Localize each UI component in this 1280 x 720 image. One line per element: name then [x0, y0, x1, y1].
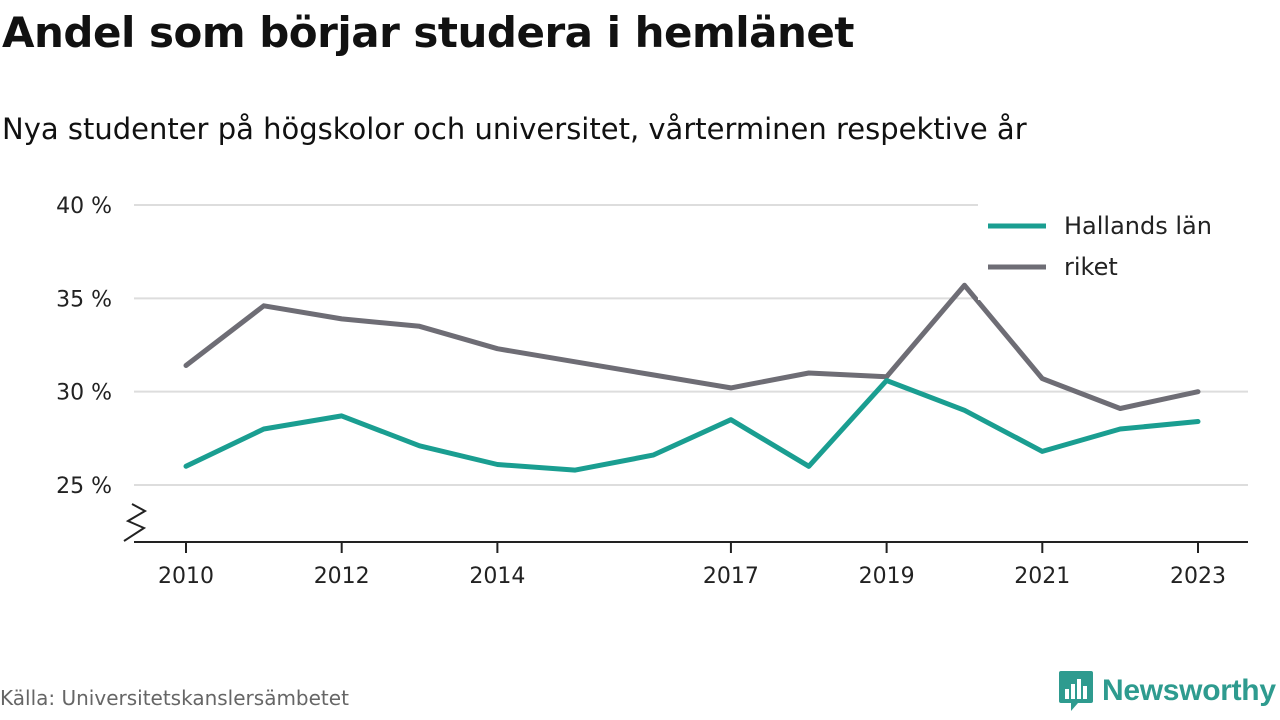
y-tick-label: 40 % — [56, 194, 112, 219]
series-lines — [183, 282, 1201, 473]
x-tick-label: 2019 — [859, 564, 915, 589]
legend-label: riket — [1064, 253, 1118, 281]
x-tick-label: 2017 — [703, 564, 759, 589]
source-note: Källa: Universitetskanslersämbetet — [0, 686, 349, 710]
legend-background — [978, 204, 1248, 300]
chart-title: Andel som börjar studera i hemlänet — [2, 8, 855, 57]
brand-name: Newsworthy — [1102, 674, 1276, 707]
series-line-hallands-län — [183, 378, 1201, 473]
brand-logo: Newsworthy — [1058, 668, 1276, 714]
y-tick-label: 35 % — [56, 287, 112, 312]
axes: 25 % 30 % 35 % 40 % 2010 2012 2014 2017 2019 2021… — [56, 194, 1248, 589]
y-tick-label: 30 % — [56, 381, 112, 406]
x-tick-label: 2023 — [1170, 564, 1226, 589]
chart-subtitle: Nya studenter på högskolor och universit… — [2, 112, 1027, 146]
series-line-riket — [183, 282, 1201, 411]
x-tick-label: 2021 — [1014, 564, 1070, 589]
x-tick-label: 2014 — [469, 564, 525, 589]
x-tick-label: 2012 — [314, 564, 370, 589]
newsworthy-logo-icon — [1059, 671, 1093, 711]
y-axis-break-icon — [123, 503, 148, 542]
legend: Hallands län riket — [978, 204, 1248, 300]
y-tick-label: 25 % — [56, 474, 112, 499]
x-tick-label: 2010 — [158, 564, 214, 589]
legend-label: Hallands län — [1064, 212, 1212, 240]
line-chart: 25 % 30 % 35 % 40 % 2010 2012 2014 2017 2019 2021… — [56, 194, 1248, 589]
